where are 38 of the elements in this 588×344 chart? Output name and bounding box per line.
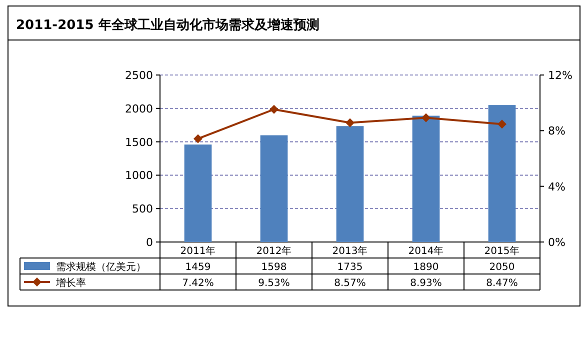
data-label: 9.53%	[258, 278, 290, 289]
y2-tick-label: 8%	[548, 124, 566, 138]
data-label: 8.47%	[486, 278, 518, 289]
legend-label: 需求规模（亿美元）	[56, 261, 146, 273]
data-label: 7.42%	[182, 278, 214, 289]
bar	[184, 144, 212, 242]
point	[498, 120, 506, 129]
x-tick-label: 2011年	[180, 245, 216, 257]
x-tick-label: 2014年	[408, 245, 444, 257]
y-tick-label: 2500	[125, 69, 153, 82]
chart-title: 2011-2015 年全球工业自动化市场需求及增速预测	[16, 17, 320, 33]
bar	[336, 126, 364, 242]
point	[422, 113, 430, 122]
y-tick-label: 1500	[125, 136, 153, 149]
data-label: 8.57%	[334, 278, 366, 289]
y-tick-label: 500	[132, 202, 153, 216]
data-label: 1598	[261, 262, 287, 273]
point	[270, 104, 278, 114]
y2-tick-label: 0%	[548, 236, 566, 249]
x-tick-label: 2013年	[332, 245, 368, 257]
point	[194, 134, 202, 144]
data-label: 1459	[185, 262, 211, 273]
y2-tick-label: 4%	[548, 180, 566, 194]
data-label: 1735	[337, 262, 363, 273]
x-tick-label: 2012年	[256, 245, 292, 257]
legend-label: 增长率	[55, 277, 86, 289]
point	[346, 118, 354, 128]
x-tick-label: 2015年	[484, 245, 520, 257]
y-tick-label: 1000	[125, 169, 153, 182]
bar	[488, 105, 516, 242]
data-label: 2050	[489, 262, 515, 273]
y-tick-label: 2000	[125, 102, 153, 116]
bar	[412, 116, 440, 242]
data-label: 1890	[413, 262, 439, 273]
data-label: 8.93%	[410, 278, 442, 289]
y-tick-label: 0	[146, 236, 153, 249]
bar	[260, 135, 288, 242]
y2-tick-label: 12%	[548, 69, 572, 82]
